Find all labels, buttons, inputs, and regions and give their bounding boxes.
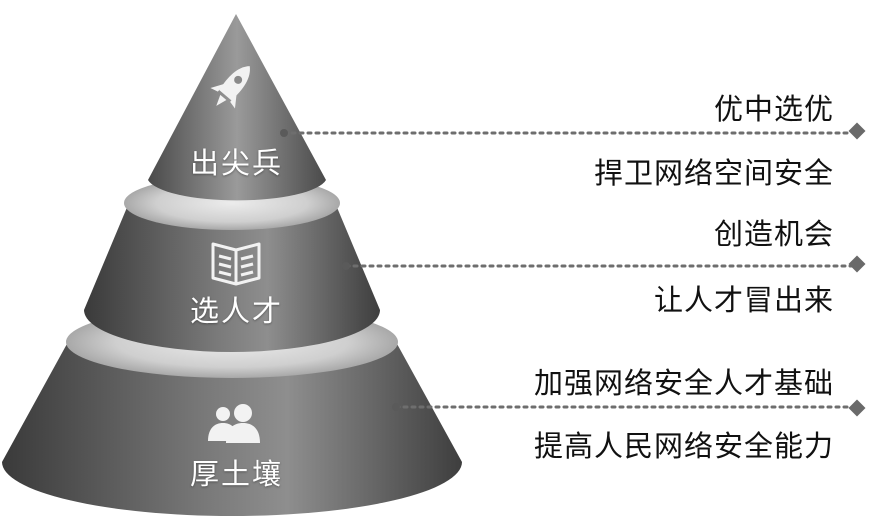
- tier-2-line-1: 创造机会: [713, 217, 834, 251]
- connector-diamond-3: [848, 399, 866, 417]
- tier-2-line-2: 让人才冒出来: [653, 283, 834, 317]
- tier-label-3: 厚土壤: [190, 457, 284, 491]
- users-icon: [208, 404, 260, 443]
- connector-dot-1: [280, 129, 288, 137]
- tier-1-body: [148, 14, 326, 201]
- connector-dot-2: [342, 262, 350, 270]
- tier-1-line-2: 捍卫网络空间安全: [593, 156, 834, 190]
- connector-diamond-2: [848, 255, 866, 273]
- tier-3-line-2: 提高人民网络安全能力: [533, 429, 834, 463]
- rocket-icon: [210, 66, 250, 109]
- connector-dot-3: [392, 403, 400, 411]
- connector-diamond-1: [848, 122, 866, 140]
- tier-1-line-1: 优中选优: [713, 92, 834, 126]
- tier-label-1: 出尖兵: [190, 146, 284, 180]
- tier-2-body: [84, 205, 380, 352]
- tier-label-2: 选人才: [190, 294, 284, 328]
- book-icon: [211, 242, 261, 286]
- tier-3-line-1: 加强网络安全人才基础: [533, 366, 834, 400]
